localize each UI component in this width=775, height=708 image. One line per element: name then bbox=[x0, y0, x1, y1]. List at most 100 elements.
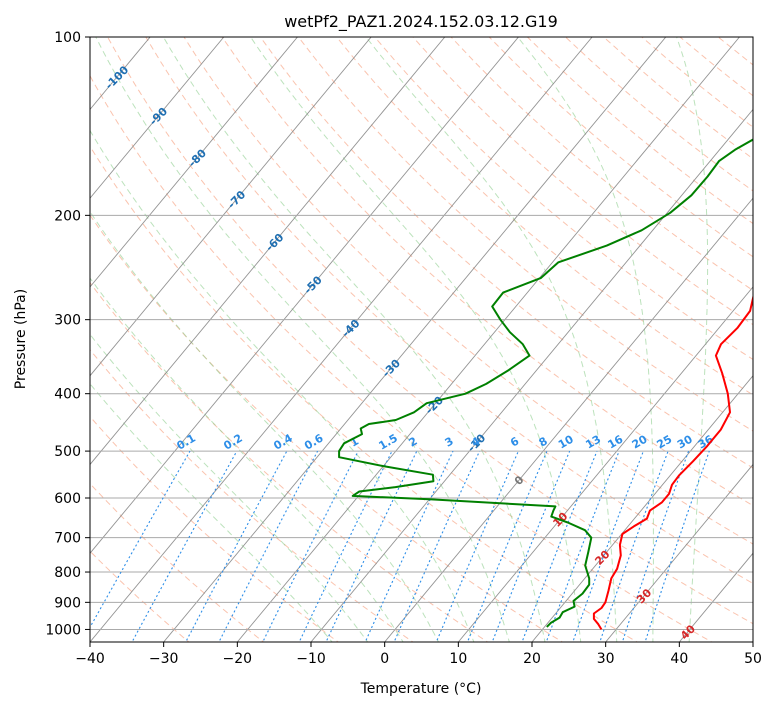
isotherm-line bbox=[163, 37, 667, 642]
isotherm-label: -20 bbox=[423, 394, 446, 417]
moist-adiabat bbox=[90, 129, 475, 642]
isotherm-line bbox=[90, 37, 446, 466]
y-tick-label: 600 bbox=[54, 491, 81, 507]
dry-adiabat bbox=[756, 37, 775, 644]
dewpoint-line bbox=[338, 138, 753, 628]
y-tick-label: 800 bbox=[54, 565, 81, 581]
mixing-ratio-line bbox=[298, 450, 393, 642]
chart-title: wetPf2_PAZ1.2024.152.03.12.G19 bbox=[284, 12, 558, 32]
mixing-ratio-label: 0.1 bbox=[175, 432, 198, 453]
mixing-ratio-line bbox=[644, 450, 710, 642]
plot-frame bbox=[89, 36, 754, 643]
isotherm-line bbox=[384, 197, 753, 642]
isotherm-line bbox=[90, 37, 225, 199]
dry-adiabat bbox=[374, 37, 753, 361]
isotherm-label: -60 bbox=[263, 231, 286, 254]
mixing-ratio-label: 0.4 bbox=[271, 431, 295, 452]
y-tick-label: 500 bbox=[54, 444, 81, 460]
x-tick-label: 50 bbox=[744, 651, 762, 667]
dry-adiabat bbox=[336, 37, 753, 396]
isotherm-line bbox=[457, 286, 753, 642]
mixing-ratio-label: 0.2 bbox=[221, 432, 244, 453]
mixing-ratio-line bbox=[521, 450, 598, 642]
mixing-ratio-line bbox=[185, 450, 288, 642]
x-tick-label: 0 bbox=[380, 651, 389, 667]
dry-adiabat bbox=[90, 145, 638, 642]
x-axis-label: Temperature (°C) bbox=[360, 681, 482, 697]
mixing-ratio-label: 1.5 bbox=[377, 432, 400, 453]
x-tick-label: −10 bbox=[296, 651, 326, 667]
isotherm-line bbox=[90, 37, 372, 377]
y-tick-label: 700 bbox=[54, 531, 81, 547]
mixing-ratio-label: 25 bbox=[654, 433, 674, 452]
isotherm-label: -30 bbox=[380, 356, 403, 379]
x-tick-label: 40 bbox=[670, 651, 688, 667]
mixing-ratio-line bbox=[621, 450, 690, 642]
dry-adiabat bbox=[717, 37, 753, 66]
x-tick-label: −30 bbox=[149, 651, 179, 667]
mixing-ratio-line bbox=[435, 450, 519, 642]
isotherm-line bbox=[310, 108, 753, 642]
dry-adiabat bbox=[259, 37, 753, 469]
background-lines bbox=[0, 37, 775, 644]
isotherm-label: -70 bbox=[225, 188, 248, 211]
moist-adiabat bbox=[90, 277, 404, 642]
y-tick-label: 100 bbox=[54, 30, 81, 46]
dry-adiabat bbox=[145, 37, 753, 584]
dry-adiabat bbox=[603, 37, 753, 160]
isotherm-line bbox=[752, 641, 753, 642]
mixing-ratio-line bbox=[599, 450, 669, 642]
dry-adiabat bbox=[412, 37, 753, 326]
mixing-ratio-line bbox=[466, 450, 548, 642]
dry-adiabat bbox=[90, 281, 489, 642]
mixing-ratio-line bbox=[572, 450, 644, 642]
moist-adiabat bbox=[90, 210, 440, 642]
profiles bbox=[338, 138, 753, 630]
mixing-ratio-label: 2 bbox=[406, 435, 419, 450]
mixing-ratio-line bbox=[545, 450, 620, 642]
isotherm-line bbox=[90, 37, 593, 642]
dry-adiabat bbox=[90, 214, 564, 642]
temperature-line bbox=[592, 293, 753, 630]
moist-adiabat bbox=[95, 37, 510, 642]
y-axis-label: Pressure (hPa) bbox=[13, 289, 29, 389]
mixing-ratio-line bbox=[262, 450, 359, 642]
isotherm-line bbox=[605, 463, 753, 642]
x-tick-label: 30 bbox=[597, 651, 615, 667]
mixing-ratio-line bbox=[218, 450, 319, 642]
dry-adiabat bbox=[450, 37, 753, 292]
mixing-ratio-line bbox=[325, 450, 418, 642]
dry-adiabat bbox=[90, 415, 340, 642]
isotherm-line bbox=[90, 37, 298, 288]
mixing-ratio-label: 6 bbox=[508, 434, 521, 449]
mixing-ratio-label: 0.6 bbox=[302, 431, 326, 452]
dry-adiabat bbox=[90, 482, 265, 642]
dry-adiabat bbox=[90, 74, 713, 642]
mixing-ratio-label: 3 bbox=[443, 435, 456, 450]
dry-adiabat bbox=[183, 37, 753, 545]
isotherm-line bbox=[0, 37, 76, 642]
isotherm-line bbox=[531, 375, 753, 642]
x-tick-label: −40 bbox=[75, 651, 105, 667]
mixing-ratio-line bbox=[393, 450, 481, 642]
x-tick-label: −20 bbox=[223, 651, 253, 667]
mixing-ratio-label: 10 bbox=[556, 432, 576, 451]
y-tick-label: 200 bbox=[54, 208, 81, 224]
mixing-ratio-labels: 0.1 0.2 0.4 0.6 1 1.5 2 3 4 6 8 10 13 16 20 25 30 36 bbox=[175, 431, 716, 452]
isotherm-line bbox=[0, 37, 3, 642]
dry-adiabat bbox=[90, 348, 414, 642]
mixing-ratio-line bbox=[90, 450, 191, 629]
y-axis: 100 200 300 400 500 600 700 800 900 1000 bbox=[45, 30, 90, 638]
moist-adiabat bbox=[676, 37, 709, 642]
y-tick-label: 900 bbox=[54, 595, 81, 611]
y-tick-label: 400 bbox=[54, 387, 81, 403]
mixing-ratio-line bbox=[364, 450, 454, 642]
y-tick-label: 300 bbox=[54, 313, 81, 329]
dry-adiabat bbox=[221, 37, 753, 507]
y-tick-label: 1000 bbox=[45, 622, 81, 638]
x-tick-label: 20 bbox=[523, 651, 541, 667]
mixing-ratio-label: 20 bbox=[630, 432, 650, 451]
isotherm-label: -100 bbox=[103, 63, 132, 92]
